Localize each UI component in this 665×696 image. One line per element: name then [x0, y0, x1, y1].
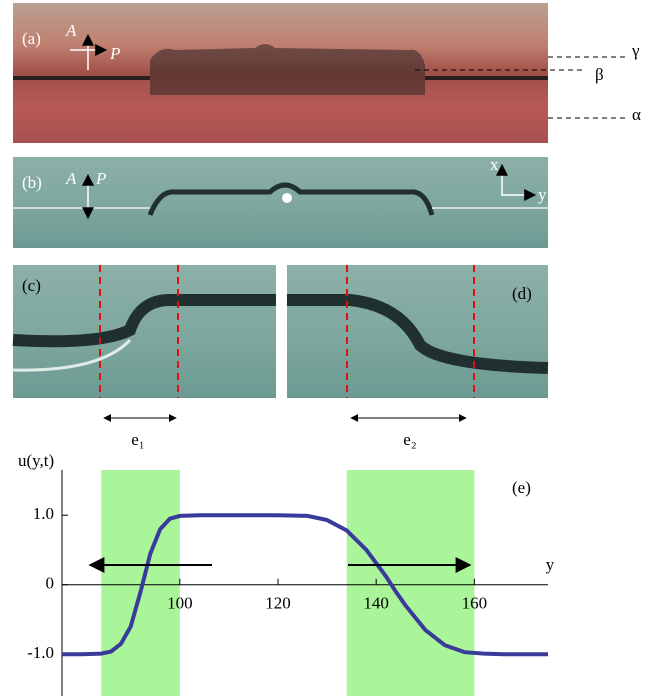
analyzer: A	[65, 169, 77, 188]
polarizer: P	[95, 169, 106, 188]
x-tick-label: 100	[167, 594, 193, 613]
x-axis-label: y	[546, 555, 555, 574]
panel-label: (a)	[22, 29, 41, 48]
panel-label: (d)	[512, 284, 532, 303]
x-tick-label: 120	[265, 594, 291, 613]
beta: β	[595, 65, 604, 84]
y-tick-label: 0	[46, 574, 55, 593]
shaded-region	[101, 470, 180, 696]
panel-b: (b) A P x y	[13, 155, 548, 248]
y-tick-label: 1.0	[33, 504, 54, 523]
y-axis-label: u(y,t)	[18, 451, 54, 470]
axis-y: y	[538, 185, 547, 204]
annotation: (e)	[512, 478, 531, 497]
analyzer: A	[65, 21, 77, 40]
panel-a: (a) A P γ β α	[13, 3, 641, 143]
alpha: α	[632, 105, 641, 124]
figure: (a) A P γ β α (b) A P x y (c) (d) e₁ e₂ …	[0, 0, 665, 696]
x-tick-label: 160	[462, 594, 488, 613]
panel-label: (c)	[22, 276, 41, 295]
y-tick-label: -1.0	[27, 643, 54, 662]
axis-x: x	[490, 155, 499, 174]
defect	[282, 193, 292, 203]
panel-d: (d)	[287, 265, 548, 398]
shaded-region	[347, 470, 475, 696]
domain	[150, 44, 425, 95]
width-label: e₂	[403, 430, 416, 449]
panel-c: (c)	[13, 265, 276, 398]
micrograph	[13, 265, 276, 398]
micrograph	[13, 157, 548, 248]
width-label: e₁	[131, 430, 144, 449]
plot: 100 120 140 160 -1.0 0 1.0 u(y,t) y (e)	[18, 451, 555, 696]
x-tick-label: 140	[363, 594, 389, 613]
polarizer: P	[109, 44, 120, 63]
gamma: γ	[631, 41, 640, 60]
panel-label: (b)	[22, 173, 42, 192]
